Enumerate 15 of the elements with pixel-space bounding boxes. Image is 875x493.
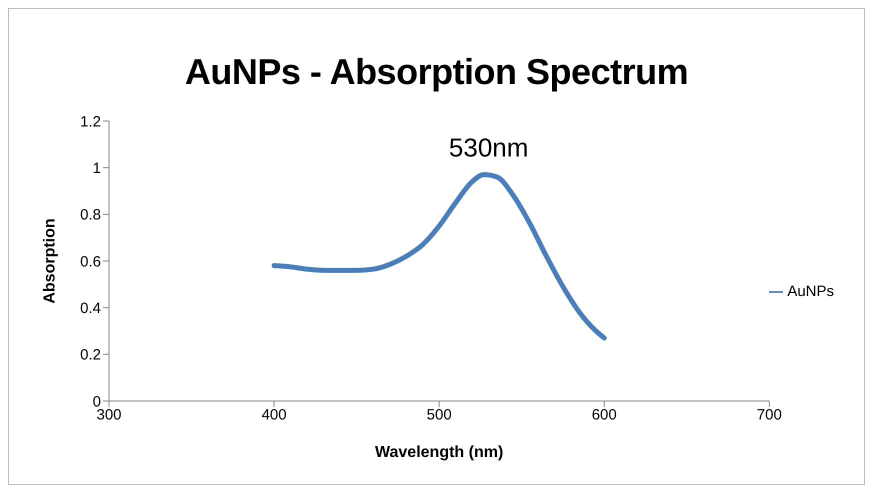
annotation: 530nm — [448, 132, 528, 163]
chart-title: AuNPs - Absorption Spectrum — [184, 51, 690, 94]
y-tick-label: 1.2 — [80, 113, 101, 130]
y-tick-label: 1 — [92, 160, 101, 177]
x-tick-label: 400 — [262, 406, 287, 424]
y-tick-label: 0.2 — [80, 346, 101, 364]
y-tick-label: 0.6 — [80, 253, 101, 270]
legend-label: AuNPs — [787, 282, 834, 300]
x-tick-label: 700 — [756, 406, 782, 424]
x-tick-label: 500 — [426, 406, 452, 424]
x-axis-title: Wavelength (nm) — [375, 444, 504, 461]
y-tick-label: 0.8 — [80, 206, 101, 224]
x-tick-label: 600 — [592, 406, 617, 424]
y-tick-label: 0.4 — [80, 300, 101, 317]
y-axis-title: Absorption — [42, 218, 59, 304]
